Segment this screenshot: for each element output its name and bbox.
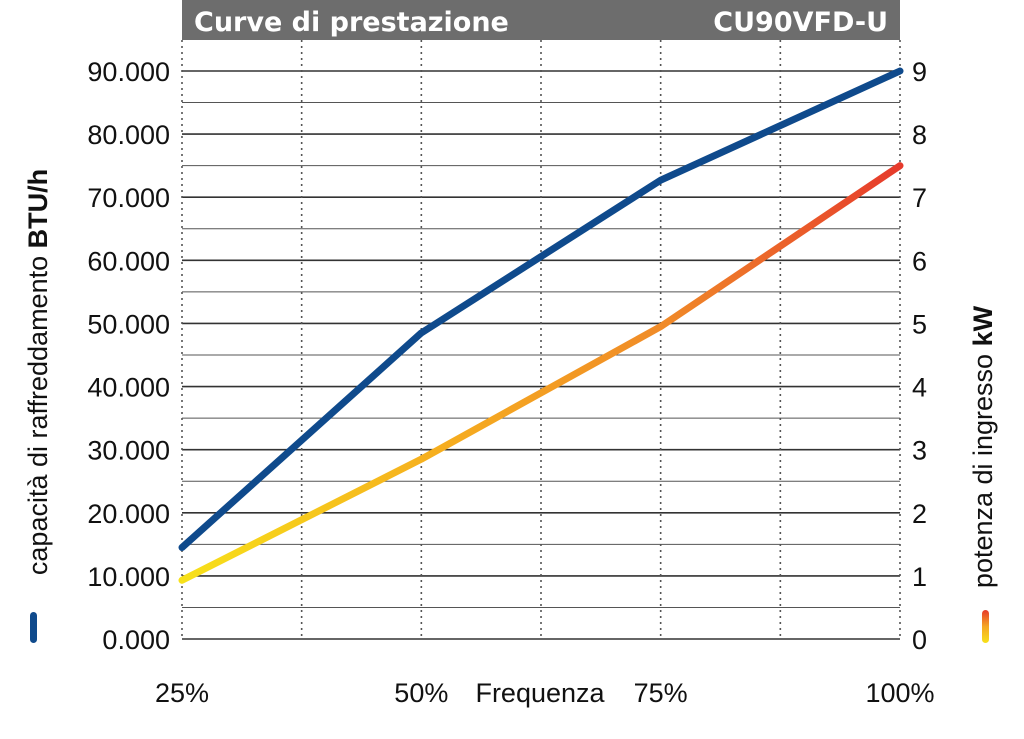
chart-model: CU90VFD-U bbox=[713, 7, 888, 38]
left-tick-label: 50.000 bbox=[87, 309, 170, 339]
right-tick-label: 3 bbox=[912, 436, 927, 466]
x-tick-label: 75% bbox=[634, 678, 688, 708]
right-axis-ticks: 0 1 2 3 4 5 6 7 8 9 bbox=[912, 57, 927, 655]
x-tick-label: 25% bbox=[155, 678, 209, 708]
grid bbox=[181, 40, 901, 640]
right-tick-label: 9 bbox=[912, 57, 927, 87]
x-axis-label: Frequenza bbox=[475, 678, 605, 708]
right-axis-label: potenza di ingresso kW bbox=[968, 305, 998, 588]
left-axis-label: capacità di raffreddamento BTU/h bbox=[23, 169, 53, 575]
right-tick-label: 8 bbox=[912, 120, 927, 150]
chart-title: Curve di prestazione bbox=[194, 7, 509, 38]
left-tick-label: 60.000 bbox=[87, 246, 170, 276]
left-axis-ticks: 0.000 10.000 20.000 30.000 40.000 50.000 60.00… bbox=[87, 57, 170, 655]
left-tick-label: 30.000 bbox=[87, 436, 170, 466]
right-tick-label: 4 bbox=[912, 373, 927, 403]
left-tick-label: 70.000 bbox=[87, 183, 170, 213]
left-tick-label: 0.000 bbox=[102, 625, 170, 655]
right-tick-label: 0 bbox=[912, 625, 927, 655]
x-tick-label: 50% bbox=[394, 678, 448, 708]
x-axis-ticks: 25% 50% 75% 100% bbox=[155, 678, 935, 708]
right-tick-label: 7 bbox=[912, 183, 927, 213]
left-tick-label: 10.000 bbox=[87, 562, 170, 592]
left-tick-label: 40.000 bbox=[87, 373, 170, 403]
series-capacity-line bbox=[178, 67, 904, 551]
left-tick-label: 20.000 bbox=[87, 499, 170, 529]
left-tick-label: 90.000 bbox=[87, 57, 170, 87]
right-legend-swatch bbox=[982, 610, 989, 643]
left-legend-swatch bbox=[30, 612, 37, 643]
right-tick-label: 2 bbox=[912, 499, 927, 529]
right-tick-label: 1 bbox=[912, 562, 927, 592]
x-tick-label: 100% bbox=[865, 678, 934, 708]
left-tick-label: 80.000 bbox=[87, 120, 170, 150]
right-tick-label: 5 bbox=[912, 309, 927, 339]
chart-header bbox=[182, 0, 900, 40]
series-lines bbox=[178, 67, 904, 584]
series-power-line bbox=[178, 162, 904, 584]
right-tick-label: 6 bbox=[912, 246, 927, 276]
